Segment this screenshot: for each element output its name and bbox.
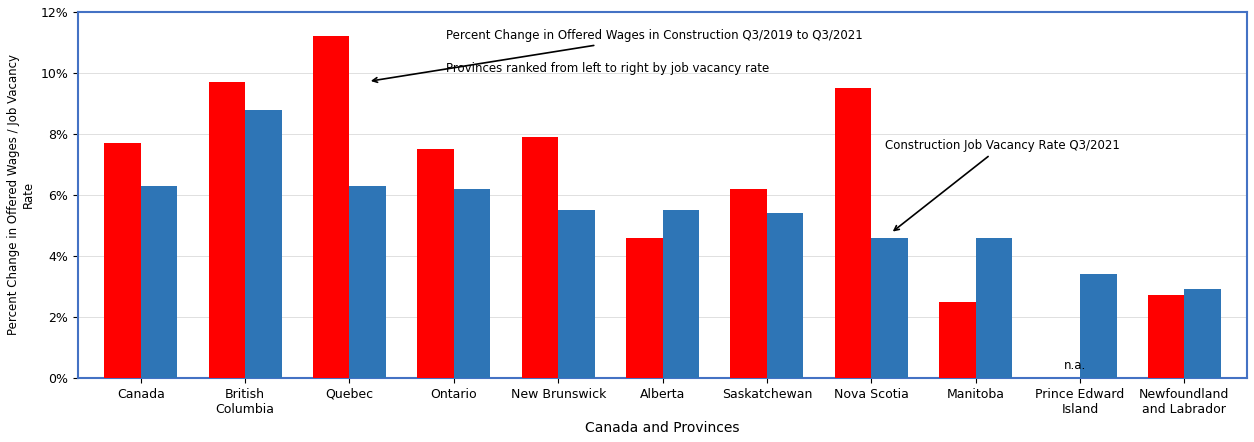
Y-axis label: Percent Change in Offered Wages / Job Vacancy
Rate: Percent Change in Offered Wages / Job Va…: [8, 54, 35, 335]
Text: Construction Job Vacancy Rate Q3/2021: Construction Job Vacancy Rate Q3/2021: [884, 139, 1120, 230]
Bar: [245, 110, 282, 378]
Bar: [662, 210, 700, 378]
Text: Provinces ranked from left to right by job vacancy rate: Provinces ranked from left to right by j…: [446, 62, 770, 75]
Bar: [626, 237, 662, 378]
Bar: [767, 213, 804, 378]
Bar: [522, 137, 558, 378]
Bar: [835, 88, 872, 378]
Bar: [730, 189, 767, 378]
Bar: [1147, 295, 1185, 378]
X-axis label: Canada and Provinces: Canada and Provinces: [586, 421, 740, 435]
Bar: [454, 189, 490, 378]
Bar: [1185, 290, 1221, 378]
Bar: [872, 237, 908, 378]
Bar: [558, 210, 594, 378]
Bar: [418, 149, 454, 378]
Bar: [350, 186, 386, 378]
Bar: [976, 237, 1012, 378]
Bar: [208, 82, 245, 378]
Bar: [104, 143, 140, 378]
Text: n.a.: n.a.: [1063, 358, 1086, 372]
Bar: [314, 36, 350, 378]
Bar: [140, 186, 177, 378]
Text: Percent Change in Offered Wages in Construction Q3/2019 to Q3/2021: Percent Change in Offered Wages in Const…: [372, 29, 863, 82]
Bar: [939, 301, 976, 378]
Bar: [1080, 274, 1116, 378]
